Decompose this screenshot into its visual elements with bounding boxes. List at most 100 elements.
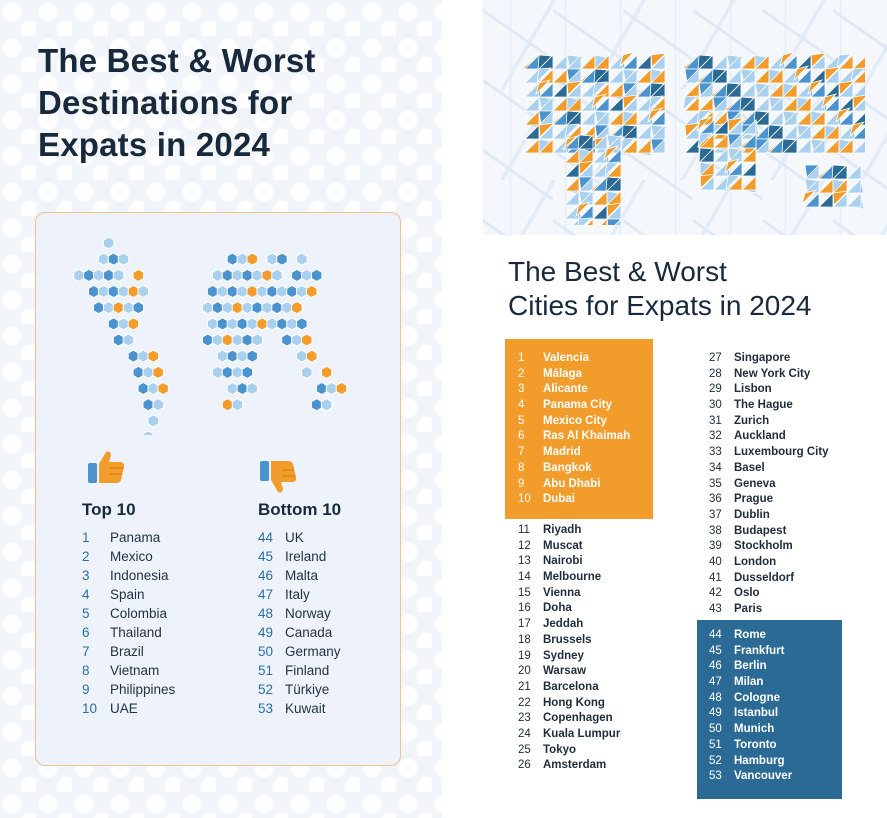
rank-name: Copenhagen bbox=[543, 712, 613, 725]
rank-name: UK bbox=[285, 530, 304, 545]
city-item: 14 Melbourne bbox=[518, 570, 620, 586]
rank-number: 18 bbox=[518, 633, 531, 646]
city-item: 39 Stockholm bbox=[709, 539, 829, 555]
rank-name: Panama bbox=[110, 530, 161, 545]
city-item: 17 Jeddah bbox=[518, 617, 620, 633]
rank-number: 12 bbox=[518, 539, 531, 552]
city-item: 15 Vienna bbox=[518, 586, 620, 602]
rank-number: 7 bbox=[82, 644, 90, 659]
rank-number: 25 bbox=[518, 743, 531, 756]
rank-number: 47 bbox=[258, 587, 274, 602]
rank-name: Ras Al Khaimah bbox=[543, 430, 631, 443]
city-item: 35 Geneva bbox=[709, 477, 829, 493]
bottom-country-item: 46 Malta bbox=[258, 566, 341, 585]
rank-number: 11 bbox=[518, 524, 530, 536]
worst-city-item: 46 Berlin bbox=[709, 659, 792, 675]
city-item: 38 Budapest bbox=[709, 524, 829, 540]
bottom-10-list: 44 UK 45 Ireland 46 Malta 47 Italy 48 Norway 49 Can… bbox=[258, 528, 341, 718]
rank-name: Panama City bbox=[543, 399, 613, 412]
rank-name: Dublin bbox=[734, 508, 770, 521]
rank-name: Hong Kong bbox=[543, 696, 605, 709]
world-map-polygon-icon bbox=[521, 51, 865, 225]
rank-number: 30 bbox=[709, 399, 722, 412]
best-city-item: 9 Abu Dhabi bbox=[518, 477, 630, 493]
city-item: 27 Singapore bbox=[709, 351, 829, 367]
rank-number: 52 bbox=[709, 754, 722, 767]
rank-number: 17 bbox=[518, 618, 531, 631]
worst-city-item: 53 Vancouver bbox=[709, 769, 792, 785]
rank-number: 20 bbox=[518, 665, 531, 678]
rank-number: 53 bbox=[709, 770, 722, 783]
rank-number: 6 bbox=[82, 625, 90, 640]
city-item: 24 Kuala Lumpur bbox=[518, 727, 620, 743]
rank-number: 44 bbox=[258, 530, 274, 545]
rank-number: 53 bbox=[258, 701, 274, 716]
middle-cities-list-b: 27 Singapore 28 New York City 29 Lisbon 30 The … bbox=[709, 351, 829, 618]
rank-number: 5 bbox=[82, 606, 90, 621]
rank-name: Dubai bbox=[543, 493, 575, 506]
thumbs-down-icon bbox=[260, 461, 297, 493]
city-item: 20 Warsaw bbox=[518, 664, 620, 680]
rank-name: Norway bbox=[285, 606, 331, 621]
rank-number: 48 bbox=[258, 606, 274, 621]
rank-number: 1 bbox=[82, 530, 90, 545]
rank-name: Dusseldorf bbox=[734, 571, 795, 584]
rank-number: 2 bbox=[518, 367, 525, 380]
rank-number: 45 bbox=[709, 644, 722, 657]
rank-name: Warsaw bbox=[543, 665, 587, 678]
best-city-item: 10 Dubai bbox=[518, 492, 630, 508]
top-10-heading: Top 10 bbox=[82, 500, 136, 519]
rank-name: Colombia bbox=[110, 606, 168, 621]
rank-name: Philippines bbox=[110, 682, 176, 697]
rank-name: Canada bbox=[285, 625, 333, 640]
city-item: 31 Zurich bbox=[709, 414, 829, 430]
top-country-item: 1 Panama bbox=[82, 528, 175, 547]
city-item: 13 Nairobi bbox=[518, 554, 620, 570]
rank-name: Lisbon bbox=[734, 383, 772, 396]
city-item: 43 Paris bbox=[709, 602, 829, 618]
cities-title-line: The Best & Worst bbox=[508, 256, 727, 287]
rank-name: Stockholm bbox=[734, 540, 793, 553]
rank-number: 32 bbox=[709, 430, 722, 443]
rank-number: 31 bbox=[709, 414, 722, 427]
rank-name: Paris bbox=[734, 603, 763, 615]
rank-number: 50 bbox=[258, 644, 274, 659]
rank-name: Mexico City bbox=[543, 414, 607, 427]
rank-name: Vancouver bbox=[734, 770, 793, 783]
world-map-hexagon-icon bbox=[73, 236, 348, 435]
worst-city-item: 50 Munich bbox=[709, 722, 792, 738]
worst-city-item: 51 Toronto bbox=[709, 738, 792, 754]
top-country-item: 4 Spain bbox=[82, 585, 175, 604]
rank-number: 29 bbox=[709, 383, 722, 396]
rank-number: 5 bbox=[518, 414, 525, 427]
city-item: 33 Luxembourg City bbox=[709, 445, 829, 461]
city-item: 41 Dusseldorf bbox=[709, 571, 829, 587]
rank-name: Kuala Lumpur bbox=[543, 727, 621, 740]
destinations-title-line: Destinations for bbox=[38, 84, 293, 121]
rank-name: Germany bbox=[285, 644, 341, 659]
rank-number: 7 bbox=[518, 446, 525, 459]
city-item: 30 The Hague bbox=[709, 398, 829, 414]
rank-name: Cologne bbox=[734, 691, 780, 704]
bottom-country-item: 51 Finland bbox=[258, 661, 341, 680]
rank-name: Thailand bbox=[110, 625, 162, 640]
rank-name: Munich bbox=[734, 723, 775, 736]
destinations-card: Top 10 Bottom 10 1 Panama 2 Mexico 3 Indonesi… bbox=[35, 212, 401, 766]
rank-name: Singapore bbox=[734, 352, 791, 364]
rank-name: Rome bbox=[734, 629, 766, 641]
bottom-country-item: 50 Germany bbox=[258, 642, 341, 661]
rank-name: Nairobi bbox=[543, 555, 583, 568]
worst-city-item: 45 Frankfurt bbox=[709, 644, 792, 660]
rank-name: Auckland bbox=[734, 430, 786, 443]
top-country-item: 2 Mexico bbox=[82, 547, 175, 566]
rank-name: Barcelona bbox=[543, 680, 599, 693]
rank-number: 49 bbox=[258, 625, 274, 640]
rank-name: UAE bbox=[110, 701, 138, 716]
city-item: 40 London bbox=[709, 555, 829, 571]
rank-number: 10 bbox=[518, 493, 531, 506]
bottom-10-heading: Bottom 10 bbox=[258, 500, 342, 519]
rank-name: Italy bbox=[285, 587, 310, 602]
rank-number: 16 bbox=[518, 602, 531, 615]
cities-title: The Best & Worst Cities for Expats in 20… bbox=[508, 255, 878, 323]
rank-name: Alicante bbox=[543, 383, 588, 396]
